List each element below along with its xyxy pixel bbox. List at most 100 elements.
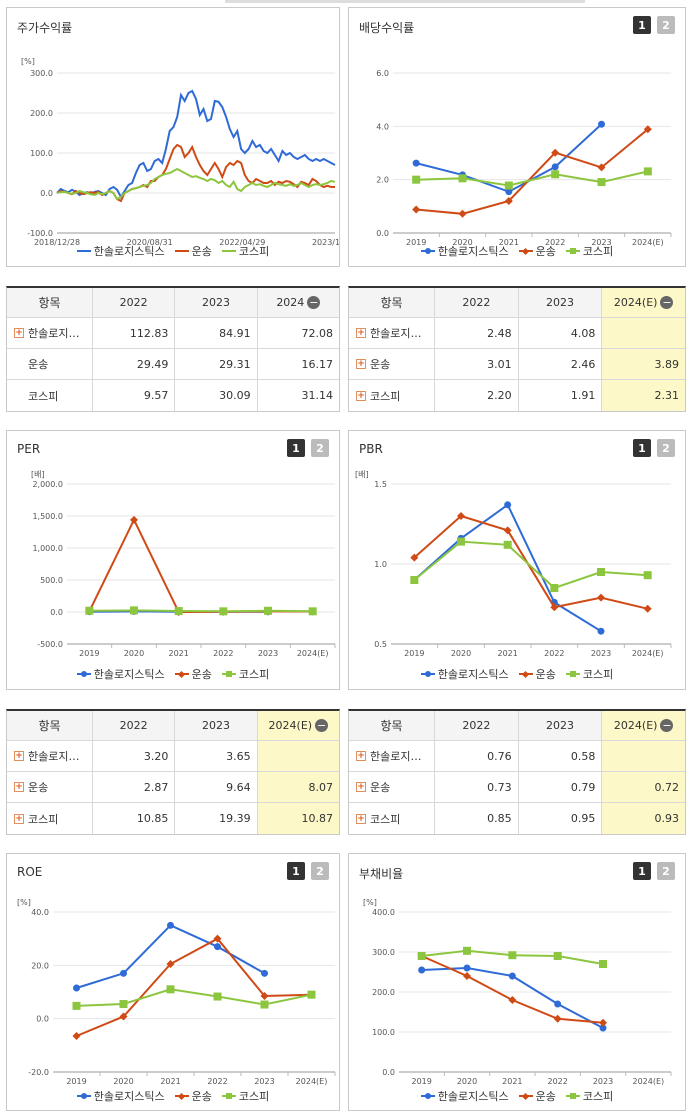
- x-tick-label: 2021: [160, 1077, 180, 1086]
- table-header-row: 항목 2022 2023 2024(E) −: [349, 711, 686, 741]
- data-point: [260, 992, 269, 1000]
- legend-swatch: [221, 671, 236, 677]
- expand-icon[interactable]: +: [14, 328, 24, 338]
- legend-item: 운송: [518, 243, 556, 259]
- data-point: [599, 1024, 607, 1032]
- period-1-button[interactable]: 1: [287, 439, 305, 457]
- x-tick-label: 2018/12/28: [34, 238, 80, 247]
- collapse-icon[interactable]: −: [660, 296, 674, 309]
- data-point: [553, 1014, 562, 1023]
- chart-legend: 한솔로지스틱스 운송 코스피: [7, 243, 339, 259]
- value-cell: 3.65: [175, 741, 258, 771]
- y-tick-label: 2.0: [376, 176, 389, 185]
- column-header: 2023: [519, 711, 603, 740]
- x-tick-label: 2020: [452, 238, 472, 247]
- legend-label: 코스피: [582, 245, 614, 258]
- period-1-button[interactable]: 1: [633, 862, 651, 880]
- chart-legend: 한솔로지스틱스 운송 코스피: [349, 1088, 685, 1104]
- expand-icon[interactable]: +: [356, 359, 366, 369]
- row-name-cell: 운송: [7, 349, 93, 379]
- period-2-button[interactable]: 2: [657, 862, 675, 880]
- value-cell: 2.87: [93, 772, 176, 802]
- table-row: + 코스피 10.85 19.39 10.87: [7, 803, 339, 834]
- legend-swatch: [76, 671, 91, 677]
- table-header-row: 항목 2022 2023 2024(E) −: [349, 288, 686, 318]
- data-point: [260, 1000, 269, 1009]
- data-point: [463, 972, 471, 980]
- data-point: [410, 576, 419, 584]
- period-1-button[interactable]: 1: [633, 16, 651, 34]
- legend-item: 코스피: [221, 1088, 269, 1104]
- expand-icon[interactable]: +: [356, 782, 366, 792]
- data-point: [307, 990, 316, 999]
- expand-icon[interactable]: +: [356, 328, 366, 338]
- data-point: [508, 951, 517, 960]
- row-name-cell: 코스피: [7, 380, 93, 411]
- row-name-cell: + 운송: [349, 772, 435, 802]
- value-cell: [602, 741, 686, 771]
- data-point: [213, 934, 222, 943]
- expand-icon[interactable]: +: [356, 390, 366, 401]
- x-tick-label: 2023: [593, 1077, 613, 1086]
- value-cell: 9.57: [93, 380, 176, 411]
- value-cell: 19.39: [175, 803, 258, 834]
- table-row: 코스피 9.57 30.09 31.14: [7, 380, 339, 411]
- period-2-button[interactable]: 2: [657, 439, 675, 457]
- data-point: [597, 568, 605, 576]
- value-cell: 0.85: [435, 803, 519, 834]
- value-cell: 0.73: [435, 772, 519, 802]
- period-1-button[interactable]: 1: [287, 862, 305, 880]
- legend-label: 코스피: [238, 668, 270, 681]
- data-point: [463, 964, 471, 972]
- data-point: [597, 627, 605, 635]
- series-line-2: [416, 128, 649, 215]
- period-2-button[interactable]: 2: [311, 862, 329, 880]
- collapse-icon[interactable]: −: [307, 296, 321, 309]
- collapse-icon[interactable]: −: [315, 719, 329, 732]
- data-point: [412, 175, 421, 184]
- value-cell: [257, 741, 339, 771]
- legend-item: 한솔로지스틱스: [76, 243, 165, 259]
- legend-swatch: [420, 248, 435, 254]
- panel-title: ROE: [17, 865, 43, 879]
- x-tick-label: 2023: [258, 649, 278, 658]
- series-line-1: [413, 503, 602, 633]
- data-point: [410, 553, 419, 562]
- expand-icon[interactable]: +: [14, 782, 24, 792]
- row-name-cell: + 코스피: [349, 803, 435, 834]
- data-point: [261, 969, 268, 977]
- series-line-3: [416, 170, 649, 187]
- row-name: 한솔로지…: [370, 750, 422, 763]
- value-cell: 3.20: [93, 741, 176, 771]
- value-cell: 2.31: [602, 380, 686, 411]
- legend-item: 운송: [174, 243, 212, 259]
- legend-label: 한솔로지스틱스: [437, 668, 509, 681]
- value-cell: 0.95: [519, 803, 603, 834]
- legend-label: 운송: [535, 668, 556, 681]
- expand-icon[interactable]: +: [14, 813, 24, 824]
- expand-icon[interactable]: +: [356, 813, 366, 824]
- collapse-icon[interactable]: −: [660, 719, 674, 732]
- value-cell: [602, 318, 686, 348]
- row-name: 한솔로지…: [28, 750, 80, 763]
- value-cell: 2.20: [435, 380, 519, 411]
- panel-title: PBR: [359, 442, 383, 456]
- table-row: + 한솔로지… 2.48 4.08: [349, 318, 686, 349]
- y-tick-label: 0.0: [36, 1015, 49, 1024]
- period-1-button[interactable]: 1: [633, 439, 651, 457]
- x-tick-label: 2024(E): [297, 649, 329, 658]
- period-2-button[interactable]: 2: [657, 16, 675, 34]
- data-point: [73, 984, 80, 992]
- row-name-cell: + 한솔로지…: [7, 318, 93, 348]
- x-tick-label: 2020/08/31: [127, 238, 173, 247]
- period-2-button[interactable]: 2: [311, 439, 329, 457]
- expand-icon[interactable]: +: [14, 751, 24, 761]
- data-point: [412, 159, 420, 167]
- x-tick-label: 2019: [411, 1077, 431, 1086]
- expand-icon[interactable]: +: [356, 751, 366, 761]
- y-tick-label: 1.0: [374, 560, 387, 569]
- row-name: 운송: [370, 358, 391, 371]
- x-tick-label: 2023: [591, 649, 611, 658]
- x-tick-label: 2019: [406, 238, 426, 247]
